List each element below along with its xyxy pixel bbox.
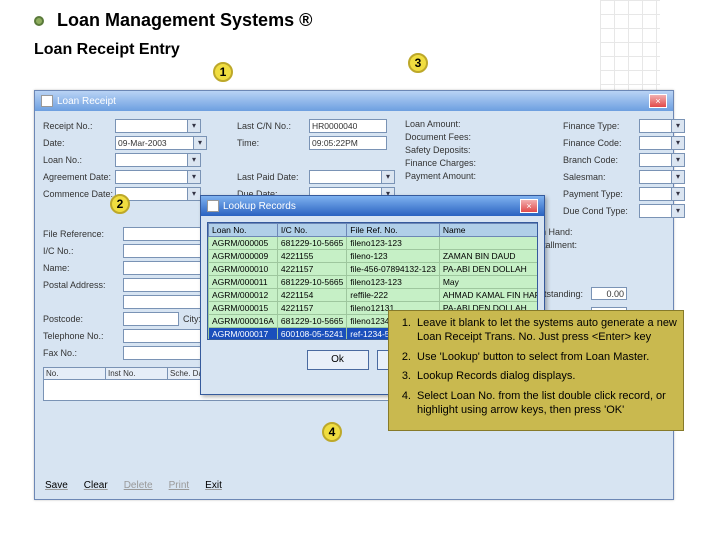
instruction-item: 3.Lookup Records dialog displays.	[393, 370, 677, 384]
lookup-row[interactable]: AGRM/0000094221155fileno-123ZAMAN BIN DA…	[209, 250, 539, 263]
lookup-col[interactable]: I/C No.	[277, 224, 346, 237]
chevron-down-icon[interactable]: ▾	[671, 153, 685, 167]
time-input[interactable]: 09:05:22PM	[309, 136, 387, 150]
label-payment-amount: Payment Amount:	[405, 171, 491, 181]
label-finance-type: Finance Type:	[563, 121, 639, 131]
label-branch-code: Branch Code:	[563, 155, 639, 165]
chevron-down-icon[interactable]: ▾	[671, 136, 685, 150]
label-city: City:	[183, 314, 201, 324]
label-finance-charges: Finance Charges:	[405, 158, 491, 168]
last-cn-input[interactable]: HR0000040	[309, 119, 387, 133]
receipt-lookup-button[interactable]: ▾	[187, 119, 201, 133]
chevron-down-icon[interactable]: ▾	[671, 119, 685, 133]
delete-button[interactable]: Delete	[124, 480, 153, 491]
lookup-titlebar[interactable]: Lookup Records ×	[201, 196, 544, 216]
receipt-no-input[interactable]	[115, 119, 187, 133]
callout-3: 3	[408, 53, 428, 73]
label-fax: Fax No.:	[43, 348, 123, 358]
label-payment-type: Payment Type:	[563, 189, 639, 199]
lookup-icon	[207, 200, 219, 212]
due-cond-input[interactable]	[639, 204, 671, 218]
label-last-paid: Last Paid Date:	[237, 172, 309, 182]
print-button[interactable]: Print	[169, 480, 190, 491]
label-commence-date: Commence Date:	[43, 189, 115, 199]
lookup-col[interactable]: Name	[439, 224, 538, 237]
date-input[interactable]: 09-Mar-2003	[115, 136, 193, 150]
label-loan-no: Loan No.:	[43, 155, 115, 165]
label-postcode: Postcode:	[43, 314, 123, 324]
chevron-down-icon[interactable]: ▾	[671, 187, 685, 201]
label-salesman: Salesman:	[563, 172, 639, 182]
lookup-row[interactable]: AGRM/000011681229-10-5665fileno123-123Ma…	[209, 276, 539, 289]
lookup-title: Lookup Records	[223, 201, 296, 212]
lookup-col[interactable]: File Ref. No.	[347, 224, 440, 237]
save-button[interactable]: Save	[45, 480, 68, 491]
toolbar: Save Clear Delete Print Exit	[45, 480, 222, 491]
lookup-row[interactable]: AGRM/000005681229-10-5665fileno123-123	[209, 237, 539, 250]
ok-button[interactable]: Ok	[307, 350, 369, 370]
window-titlebar[interactable]: Loan Receipt ×	[35, 91, 673, 111]
title-text: Loan Management Systems ®	[57, 10, 312, 30]
chevron-down-icon[interactable]: ▾	[671, 170, 685, 184]
commence-date-button[interactable]: ▾	[187, 187, 201, 201]
close-icon[interactable]: ×	[520, 199, 538, 213]
label-receipt-no: Receipt No.:	[43, 121, 115, 131]
window-icon	[41, 95, 53, 107]
label-file-ref: File Reference:	[43, 229, 123, 239]
label-finance-code: Finance Code:	[563, 138, 639, 148]
oth-out-value: 0.00	[591, 287, 627, 300]
callout-1: 1	[213, 62, 233, 82]
bullet-icon	[34, 16, 44, 26]
window-title: Loan Receipt	[57, 96, 116, 107]
label-postal: Postal Address:	[43, 280, 123, 290]
instruction-box: 1.Leave it blank to let the systems auto…	[388, 310, 684, 431]
lookup-row[interactable]: AGRM/0000124221154reffile-222AHMAD KAMAL…	[209, 289, 539, 302]
date-picker-button[interactable]: ▾	[193, 136, 207, 150]
close-icon[interactable]: ×	[649, 94, 667, 108]
loan-no-input[interactable]	[115, 153, 187, 167]
label-safety-deposits: Safety Deposits:	[405, 145, 491, 155]
postcode-input[interactable]	[123, 312, 179, 326]
instruction-item: 2.Use 'Lookup' button to select from Loa…	[393, 351, 677, 365]
callout-4: 4	[322, 422, 342, 442]
grid-col[interactable]: Inst No.	[106, 368, 168, 379]
exit-button[interactable]: Exit	[205, 480, 222, 491]
salesman-input[interactable]	[639, 170, 671, 184]
finance-type-input[interactable]	[639, 119, 671, 133]
finance-code-input[interactable]	[639, 136, 671, 150]
instruction-item: 4.Select Loan No. from the list double c…	[393, 390, 677, 418]
last-paid-input[interactable]	[309, 170, 381, 184]
chevron-down-icon[interactable]: ▾	[381, 170, 395, 184]
label-ic-no: I/C No.:	[43, 246, 123, 256]
label-agreement-date: Agreement Date:	[43, 172, 115, 182]
label-due-cond: Due Cond Type:	[563, 206, 639, 216]
label-telephone: Telephone No.:	[43, 331, 123, 341]
branch-code-input[interactable]	[639, 153, 671, 167]
lookup-col[interactable]: Loan No.	[209, 224, 278, 237]
label-document-fees: Document Fees:	[405, 132, 491, 142]
agreement-date-input[interactable]	[115, 170, 187, 184]
grid-col[interactable]: No.	[44, 368, 106, 379]
label-loan-amount: Loan Amount:	[405, 119, 491, 129]
label-time: Time:	[237, 138, 309, 148]
label-last-cn: Last C/N No.:	[237, 121, 309, 131]
payment-type-input[interactable]	[639, 187, 671, 201]
loan-lookup-button[interactable]: ▾	[187, 153, 201, 167]
label-name: Name:	[43, 263, 123, 273]
label-date: Date:	[43, 138, 115, 148]
agreement-date-button[interactable]: ▾	[187, 170, 201, 184]
clear-button[interactable]: Clear	[84, 480, 108, 491]
chevron-down-icon[interactable]: ▾	[671, 204, 685, 218]
lookup-row[interactable]: AGRM/0000104221157file-456-07894132-123P…	[209, 263, 539, 276]
callout-2: 2	[110, 194, 130, 214]
instruction-item: 1.Leave it blank to let the systems auto…	[393, 317, 677, 345]
